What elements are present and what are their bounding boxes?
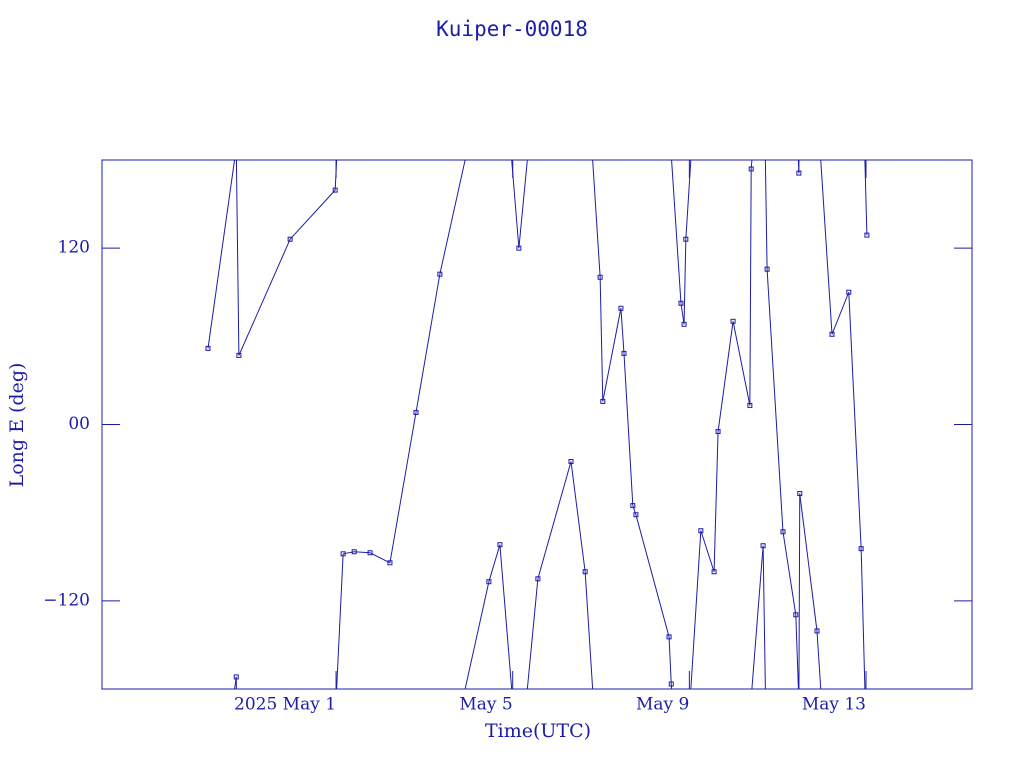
line-segment — [238, 239, 291, 356]
line-segment — [207, 159, 237, 690]
line-segment — [782, 531, 797, 615]
point-marker — [730, 318, 736, 324]
point-marker — [633, 512, 639, 518]
point-marker — [287, 236, 293, 242]
point-marker — [796, 170, 802, 176]
line-segment — [602, 308, 622, 402]
y-tick-label: −120 — [43, 590, 90, 610]
point-marker — [387, 560, 393, 566]
point-marker — [760, 543, 766, 549]
line-segment — [537, 461, 572, 579]
line-segment — [762, 159, 768, 690]
line-segment — [831, 292, 850, 335]
point-marker — [618, 305, 624, 311]
point-marker — [233, 674, 239, 680]
point-marker — [582, 569, 588, 575]
line-segment — [584, 159, 601, 690]
point-marker — [681, 321, 687, 327]
line-segment — [713, 431, 719, 572]
x-tick-label: May 9 — [636, 695, 689, 715]
point-marker — [793, 612, 799, 618]
x-axis-label: Time(UTC) — [485, 720, 591, 742]
point-marker — [814, 628, 820, 634]
line-segment — [766, 269, 784, 532]
line-segment — [700, 530, 715, 572]
point-marker — [413, 409, 419, 415]
line-segment — [799, 493, 818, 632]
plot-frame — [101, 159, 973, 690]
line-segment — [518, 159, 539, 690]
line-segment — [389, 412, 417, 563]
line-segment — [635, 514, 670, 637]
line-segment — [683, 239, 687, 325]
line-segment — [685, 159, 702, 690]
point-marker — [437, 271, 443, 277]
point-marker — [748, 166, 754, 172]
point-marker — [764, 266, 770, 272]
line-segment — [369, 552, 391, 564]
line-segment — [860, 159, 868, 690]
point-marker — [516, 245, 522, 251]
line-segment — [717, 321, 734, 432]
point-marker — [747, 402, 753, 408]
line-segment — [798, 159, 801, 690]
line-segment — [488, 544, 501, 582]
line-segment — [334, 159, 344, 690]
point-marker — [597, 274, 603, 280]
point-marker — [683, 236, 689, 242]
line-segment — [732, 321, 751, 406]
point-marker — [497, 542, 503, 548]
line-segment — [670, 159, 682, 690]
point-marker — [600, 398, 606, 404]
point-marker — [367, 550, 373, 556]
point-marker — [711, 569, 717, 575]
line-segment — [289, 189, 336, 240]
point-marker — [829, 331, 835, 337]
line-segment — [680, 303, 685, 325]
point-marker — [205, 345, 211, 351]
line-segment — [415, 274, 441, 413]
point-marker — [340, 551, 346, 557]
y-tick-label: 120 — [58, 238, 90, 258]
point-marker — [332, 187, 338, 193]
point-marker — [858, 546, 864, 552]
point-marker — [486, 579, 492, 585]
point-marker — [846, 289, 852, 295]
point-marker — [351, 549, 357, 555]
point-marker — [797, 491, 803, 497]
point-marker — [535, 576, 541, 582]
line-segment — [599, 277, 604, 402]
y-axis-label: Long E (deg) — [6, 363, 28, 488]
point-marker — [621, 350, 627, 356]
point-marker — [668, 681, 674, 687]
line-segment — [439, 159, 490, 690]
point-marker — [698, 528, 704, 534]
line-segment — [620, 308, 625, 354]
line-segment — [795, 159, 800, 690]
y-tick-label: 00 — [68, 414, 90, 434]
line-segment — [749, 168, 752, 406]
line-segment — [354, 551, 371, 554]
point-marker — [630, 503, 636, 509]
x-tick-label: May 13 — [802, 695, 866, 715]
point-marker — [678, 300, 684, 306]
point-marker — [666, 634, 672, 640]
line-segment — [235, 159, 240, 690]
x-tick-label: May 5 — [459, 695, 512, 715]
line-segment — [623, 353, 634, 506]
point-marker — [715, 429, 721, 435]
line-segment — [499, 159, 520, 690]
point-marker — [568, 459, 574, 465]
line-segment — [816, 159, 833, 690]
x-tick-label: 2025 May 1 — [234, 695, 336, 715]
point-marker — [864, 232, 870, 238]
line-segment — [848, 292, 862, 549]
line-segment — [570, 461, 586, 572]
point-marker — [780, 529, 786, 535]
line-segment — [668, 636, 672, 685]
line-segment — [750, 159, 764, 690]
point-marker — [236, 352, 242, 358]
chart-title: Kuiper-00018 — [436, 17, 588, 41]
